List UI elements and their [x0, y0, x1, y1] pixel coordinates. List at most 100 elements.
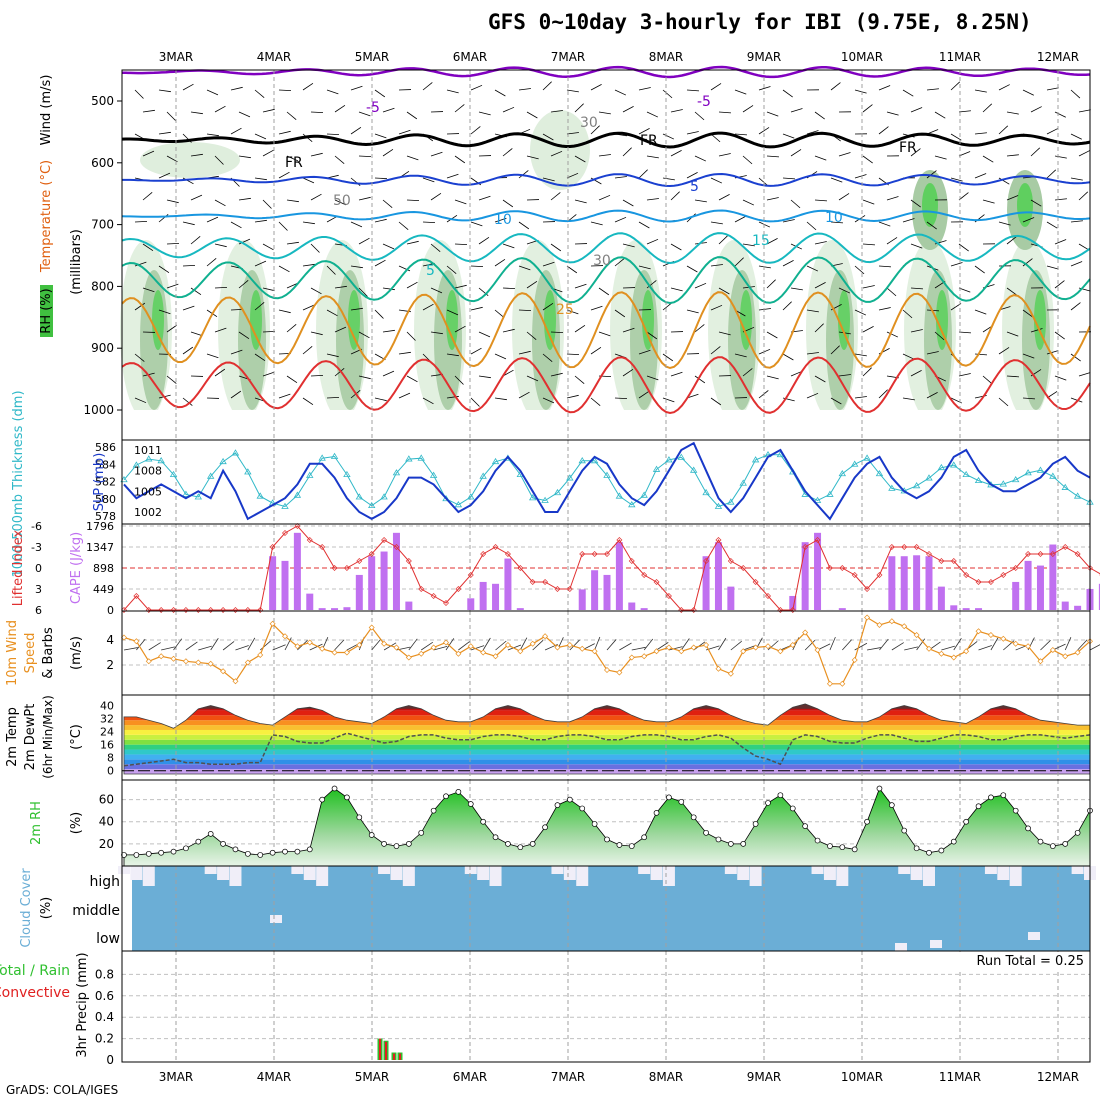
wind-barb: [638, 349, 651, 355]
wind-barb: [814, 155, 827, 161]
wind-barb: [854, 174, 867, 179]
wind-barb: [406, 331, 416, 341]
wind-barb: [662, 133, 675, 140]
wind-barb: [262, 199, 272, 209]
wind-speed-marker: [381, 640, 388, 647]
wind-barb: [718, 637, 727, 651]
cloud-gap: [204, 866, 217, 874]
wind-barb: [878, 265, 891, 268]
wind-barb: [990, 637, 999, 651]
wind-barb: [806, 392, 819, 399]
wind-barb: [910, 199, 921, 208]
rh-area: [123, 787, 1091, 867]
wind-speed-marker: [591, 648, 598, 655]
wind-barb: [1046, 87, 1059, 91]
wind-barb: [166, 242, 180, 245]
wind-speed-marker: [1037, 658, 1044, 665]
li-marker: [331, 565, 338, 571]
wind-barb: [134, 353, 145, 362]
rh-blob: [446, 290, 458, 350]
cloud-gap: [1028, 932, 1040, 940]
wind-barb: [550, 372, 563, 377]
wind-barb: [718, 111, 731, 114]
li-marker: [1049, 551, 1056, 557]
rh-marker: [344, 794, 350, 801]
slp-line: [123, 441, 1091, 521]
cape-bar: [1061, 601, 1069, 610]
li-marker: [653, 579, 660, 585]
wind-barb: [1089, 644, 1100, 651]
wind-barb: [829, 636, 836, 651]
cape-bar: [368, 556, 376, 610]
wind-barb: [574, 199, 587, 204]
wind-speed-marker: [826, 680, 833, 687]
wind-barb: [1022, 258, 1033, 267]
wind-barb: [916, 638, 926, 651]
li-marker: [690, 607, 697, 613]
wind-barb: [190, 194, 203, 201]
wind-barb: [686, 393, 699, 399]
wind-barb: [614, 397, 628, 400]
wind-barb: [1070, 261, 1083, 267]
wind-barb: [614, 176, 627, 179]
wind-barb: [670, 287, 683, 292]
li-marker: [963, 572, 970, 578]
wind-barb: [718, 194, 730, 201]
wind-barb: [166, 199, 179, 204]
wind10m-label: 10m Wind: [5, 620, 20, 686]
wind-barb: [606, 639, 617, 651]
wind-barb: [262, 149, 274, 157]
wind-barb: [454, 104, 465, 113]
cape-bar: [714, 542, 722, 610]
wind-barb: [406, 111, 418, 120]
pressure-unit-label: (millibars): [69, 229, 84, 295]
wind-barb: [766, 155, 779, 158]
wind-barb: [817, 643, 831, 651]
wind-barb: [670, 109, 683, 113]
li-marker: [207, 607, 214, 613]
wind-barb: [902, 353, 915, 360]
wind-speed-marker: [1025, 643, 1032, 650]
wind-barb: [638, 221, 650, 229]
rh-marker: [814, 837, 821, 844]
contour-label: -5: [697, 94, 711, 110]
thickness-tick: 584: [95, 458, 116, 471]
wind-barb: [782, 353, 794, 361]
wind-barb: [134, 261, 147, 267]
wind-barb: [310, 111, 324, 114]
rh-marker: [653, 810, 660, 816]
wind-speed-marker: [1074, 649, 1081, 656]
rh-marker: [988, 794, 994, 801]
wind-barb: [950, 262, 963, 267]
temp-tick: 40: [100, 700, 114, 713]
wind-barb: [758, 265, 771, 269]
cloud-gap: [650, 866, 663, 880]
wind-barb: [926, 88, 939, 91]
rh-marker: [430, 807, 437, 814]
cape-bar: [702, 556, 710, 610]
rh-marker: [789, 805, 796, 812]
wind-barb: [656, 642, 669, 651]
wind-barb: [574, 375, 585, 385]
wind-barb: [532, 640, 544, 651]
wind-barb: [398, 265, 411, 272]
wind-speed-marker: [851, 657, 858, 663]
wind-barb: [206, 353, 219, 359]
wind-barb: [190, 235, 201, 245]
rh-marker: [566, 796, 573, 803]
wind-barb: [950, 177, 963, 182]
wind-barb: [374, 89, 386, 98]
contour-label: FR: [899, 140, 917, 156]
wind-barb: [350, 307, 363, 311]
rh-tick: 20: [99, 837, 114, 851]
wind-speed-marker: [443, 639, 449, 646]
wind-barb: [158, 89, 171, 93]
thickness-marker: [219, 457, 227, 465]
cape-bar: [838, 608, 846, 610]
wind-speed-marker: [331, 649, 338, 656]
rh-marker: [628, 843, 635, 849]
wind-barb: [668, 646, 683, 651]
wind-barb: [854, 89, 867, 94]
thickness-marker: [615, 492, 624, 499]
wind-barb: [173, 638, 183, 651]
